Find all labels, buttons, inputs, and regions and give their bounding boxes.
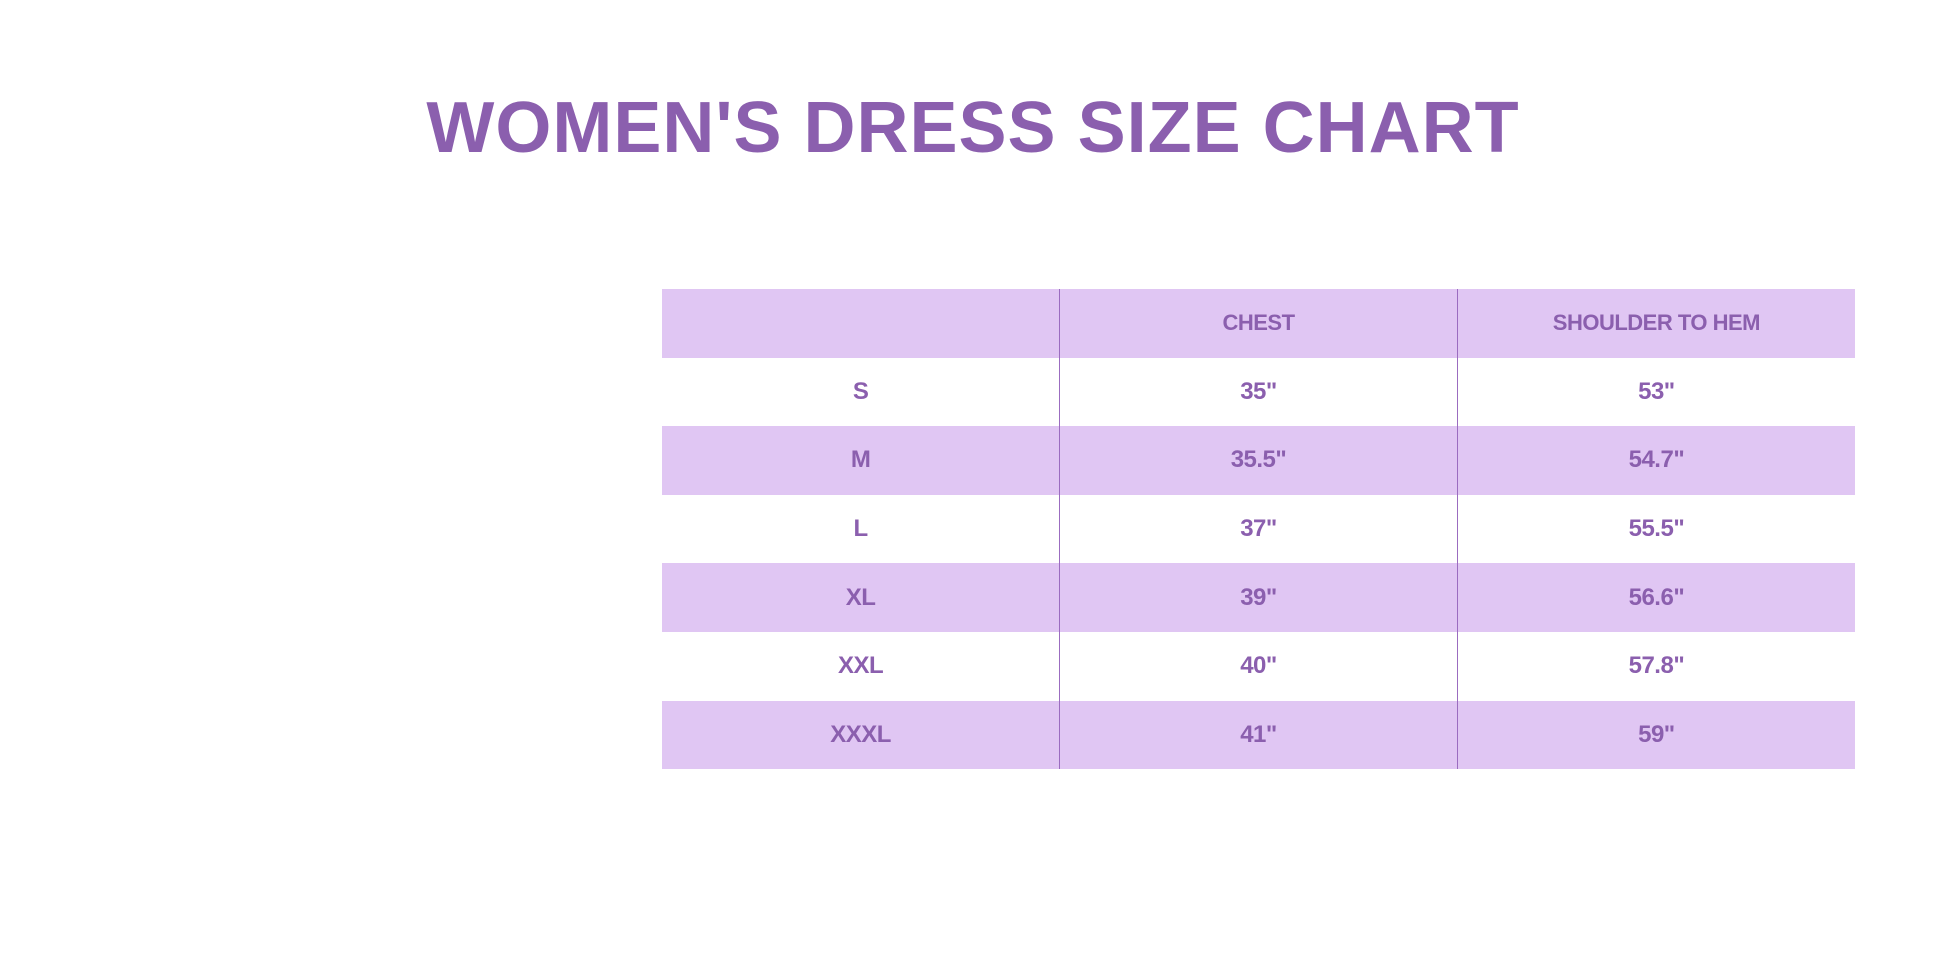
length-cell: 59" bbox=[1456, 700, 1855, 770]
chest-cell: 41" bbox=[1059, 700, 1458, 770]
chest-cell: 37" bbox=[1059, 494, 1458, 564]
chest-cell: 39" bbox=[1059, 563, 1458, 632]
length-cell: 53" bbox=[1456, 357, 1855, 427]
page-title: Women's Dress Size Chart bbox=[426, 88, 1520, 168]
length-cell: 57.8" bbox=[1456, 631, 1855, 701]
table-row: XXL 40" 57.8" bbox=[662, 631, 1855, 701]
table-row: M 35.5" 54.7" bbox=[662, 426, 1855, 495]
size-cell: S bbox=[852, 377, 869, 405]
table-row: XL 39" 56.6" bbox=[662, 563, 1855, 632]
size-cell: XXXL bbox=[662, 700, 1060, 770]
header-cell-size bbox=[662, 289, 1060, 358]
chest-cell: 35.5" bbox=[1059, 426, 1458, 495]
table-header-row: CHEST SHOULDER TO HEM bbox=[662, 289, 1855, 358]
table-row: XXXL 41" 59" bbox=[662, 700, 1855, 770]
length-cell: 56.6" bbox=[1456, 563, 1855, 632]
size-cell: XL bbox=[662, 563, 1060, 632]
length-cell: 54.7" bbox=[1456, 426, 1855, 495]
length-cell: 55.5" bbox=[1456, 494, 1855, 564]
size-table: CHEST SHOULDER TO HEM S 35" 53" M 35.5" … bbox=[662, 289, 1855, 770]
header-cell-shoulder-to-hem: SHOULDER TO HEM bbox=[1456, 289, 1855, 358]
chest-cell: 40" bbox=[1059, 631, 1458, 701]
table-row: L 37" 55.5" bbox=[662, 494, 1855, 564]
chest-cell: 35" bbox=[1059, 357, 1458, 427]
size-cell: M bbox=[662, 426, 1060, 495]
size-cell: L bbox=[853, 515, 868, 543]
header-cell-chest: CHEST bbox=[1059, 289, 1458, 358]
size-cell: XXL bbox=[837, 652, 884, 680]
table-row: S 35" 53" bbox=[662, 357, 1855, 427]
